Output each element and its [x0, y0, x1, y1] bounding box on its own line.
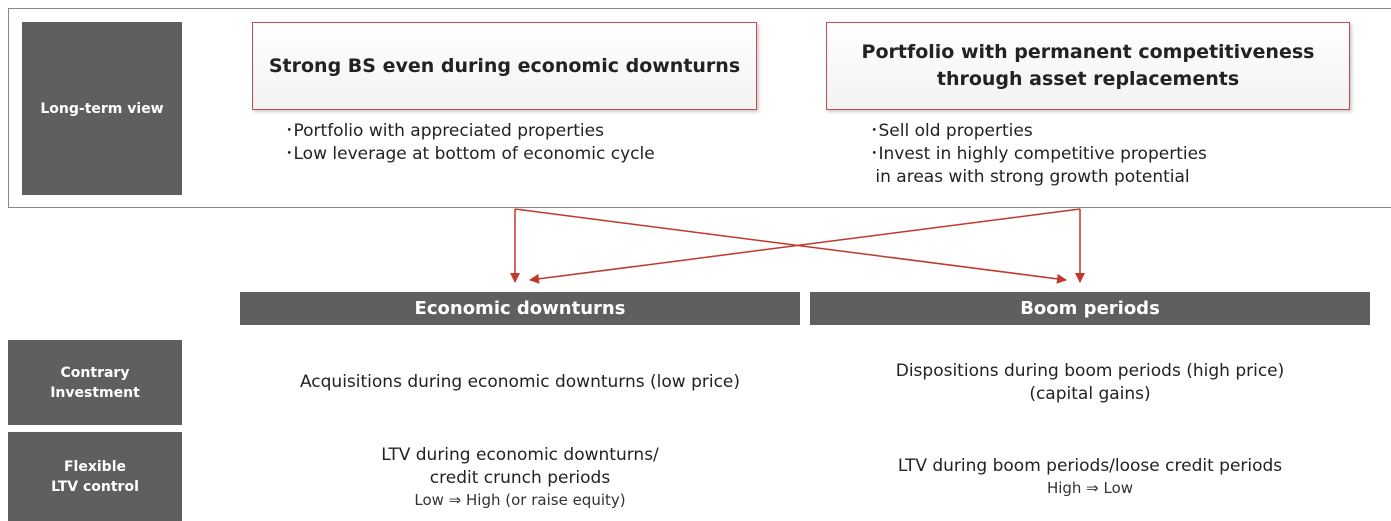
arrow: [529, 208, 1081, 284]
long-term-frame: [8, 8, 1391, 208]
cell-line: Acquisitions during economic downturns (…: [299, 372, 741, 392]
goal-box: Portfolio with permanent competitiveness…: [826, 22, 1350, 110]
bullets: ･Sell old properties ･Invest in highly co…: [870, 120, 1207, 189]
arrow: [514, 208, 1067, 284]
cell: LTV during economic downturns/credit cru…: [240, 432, 800, 521]
row-label: Contrary Investment: [8, 340, 182, 425]
bullet: in areas with strong growth potential: [870, 167, 1190, 187]
header-text: Economic downturns: [414, 298, 626, 319]
row-label-line: Flexible: [63, 458, 126, 475]
goal-title: Portfolio with permanent competitiveness: [861, 41, 1315, 63]
column-header: Economic downturns: [240, 292, 800, 325]
label-text: Long-term view: [40, 100, 164, 117]
cell-line: (capital gains): [1029, 383, 1151, 404]
row-label-line: LTV control: [51, 478, 139, 495]
cell-line: LTV during boom periods/loose credit per…: [897, 456, 1283, 476]
long-term-label: Long-term view: [22, 22, 182, 195]
bullet: ･Portfolio with appreciated properties: [285, 121, 604, 141]
goal-box: Strong BS even during economic downturns: [252, 22, 757, 110]
bullet: ･Invest in highly competitive properties: [870, 144, 1207, 164]
goal-title: through asset replacements: [936, 68, 1240, 90]
cell: LTV during boom periods/loose credit per…: [810, 432, 1370, 521]
bullets: ･Portfolio with appreciated properties ･L…: [285, 120, 655, 166]
cell-sub: High ⇒ Low: [1046, 479, 1134, 497]
header-text: Boom periods: [1020, 298, 1160, 319]
cell: Acquisitions during economic downturns (…: [240, 340, 800, 425]
cell-line: credit crunch periods: [429, 467, 611, 488]
row-label-line: Investment: [50, 384, 140, 401]
cell-line: LTV during economic downturns/: [381, 444, 659, 465]
cell-line: Dispositions during boom periods (high p…: [895, 360, 1285, 381]
row-label-line: Contrary: [60, 364, 130, 381]
bullet: ･Low leverage at bottom of economic cycl…: [285, 144, 655, 164]
column-header: Boom periods: [810, 292, 1370, 325]
cell: Dispositions during boom periods (high p…: [810, 340, 1370, 425]
cell-sub: Low ⇒ High (or raise equity): [414, 490, 626, 509]
bullet: ･Sell old properties: [870, 121, 1033, 141]
goal-title: Strong BS even during economic downturns: [268, 54, 741, 77]
row-label: Flexible LTV control: [8, 432, 182, 521]
